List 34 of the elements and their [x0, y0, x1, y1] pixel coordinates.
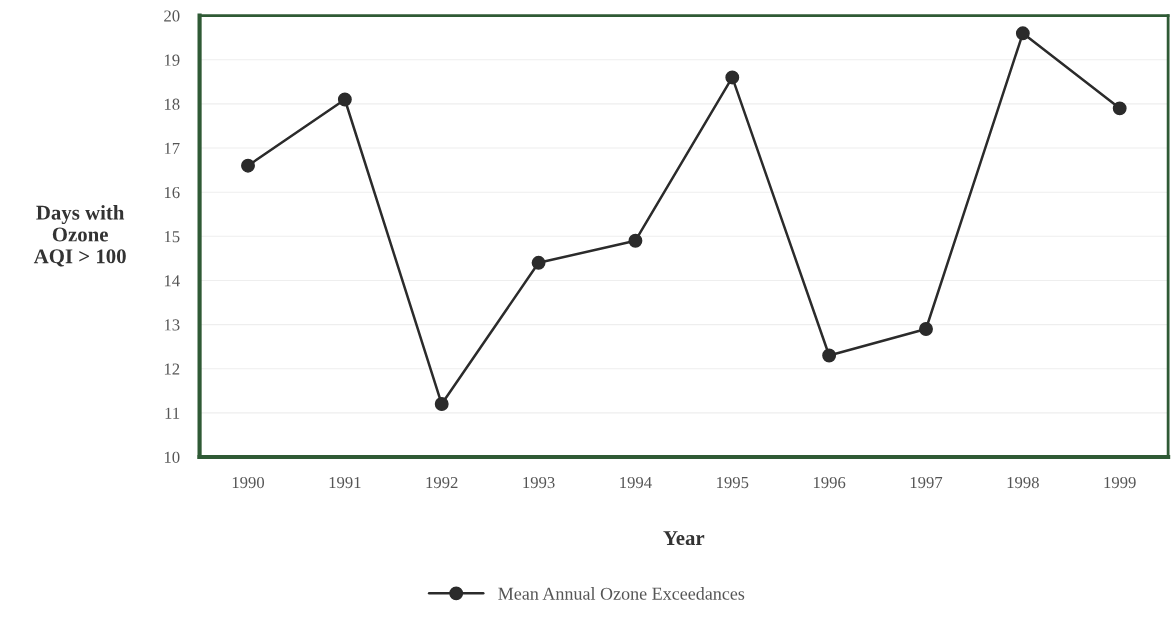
point: [337, 92, 352, 107]
y-tick-label: 18: [164, 98, 180, 110]
x-axis-title: Year: [663, 531, 705, 546]
y-tick-label: 19: [164, 54, 180, 66]
point: [725, 70, 740, 85]
x-tick-label: 1993: [523, 476, 555, 489]
x-tick-label: 1995: [717, 476, 749, 489]
point: [1112, 101, 1127, 116]
y-tick-label: 12: [164, 363, 180, 375]
x-tick-label: 1992: [426, 476, 458, 489]
y-tick-label: 15: [164, 231, 180, 243]
point: [241, 158, 255, 173]
x-tick-label: 1999: [1104, 476, 1136, 489]
point: [531, 255, 546, 270]
x-tick-label: 1990: [232, 476, 265, 489]
point: [919, 322, 933, 336]
point: [1015, 26, 1030, 41]
y-tick-label: 13: [164, 319, 180, 331]
point: [628, 233, 643, 248]
x-tick-label: 1991: [329, 476, 361, 489]
y-tick-label: 11: [165, 407, 180, 419]
x-tick-label: 1998: [1007, 476, 1039, 489]
y-axis-title: Days with Ozone AQI > 100: [33, 205, 126, 267]
point: [434, 397, 449, 411]
y-tick-label: 10: [164, 451, 180, 463]
y-tick-label: 17: [164, 142, 180, 154]
y-tick-label: 14: [164, 275, 180, 287]
y-tick-label: 20: [164, 10, 180, 22]
point: [822, 348, 837, 363]
y-tick-label: 16: [164, 186, 180, 199]
x-tick-label: 1996: [813, 476, 846, 489]
x-tick-label: 1997: [910, 476, 943, 489]
x-tick-label: 1994: [620, 476, 652, 489]
legend-label: Mean Annual Ozone Exceedances: [498, 587, 745, 600]
